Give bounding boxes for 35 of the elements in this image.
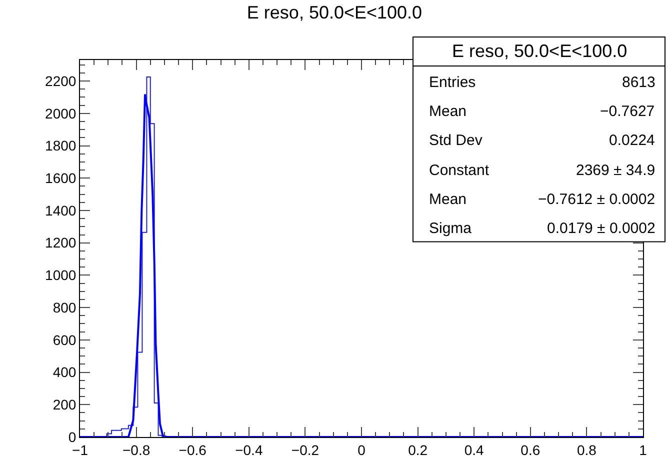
y-tick-label: 1600	[45, 170, 76, 186]
annotation: Entries	[429, 74, 476, 91]
annotation: Mean	[429, 191, 467, 208]
annotation: −0.7612 ± 0.0002	[538, 191, 656, 208]
y-tick-label: 1000	[45, 267, 76, 284]
chart-title: E reso, 50.0<E<100.0	[246, 2, 422, 23]
x-tick-label: −0.4	[235, 442, 263, 458]
x-tick-label: 0.8	[576, 442, 597, 458]
annotation: 0.0224	[609, 132, 655, 149]
y-tick-label: 200	[52, 396, 76, 413]
y-tick-label: 2000	[45, 105, 76, 122]
annotation: 0.0179 ± 0.0002	[547, 220, 656, 237]
y-tick-label: 2200	[45, 72, 76, 89]
x-tick-label: −0.6	[178, 442, 207, 458]
annotation: Mean	[429, 103, 467, 120]
y-tick-label: 1800	[45, 138, 76, 154]
annotation: Std Dev	[429, 132, 483, 149]
annotation: −0.7627	[600, 103, 655, 120]
x-tick-label: 0.6	[520, 442, 540, 458]
annotation: 8613	[622, 74, 656, 91]
x-tick-label: 0.4	[464, 442, 484, 458]
y-tick-label: 600	[52, 332, 76, 348]
x-tick-label: 1	[639, 442, 648, 458]
y-tick-label: 1200	[45, 234, 76, 251]
x-tick-label: 0	[358, 442, 366, 458]
annotation: Sigma	[429, 220, 472, 237]
annotation: 2369 ± 34.9	[576, 162, 656, 179]
y-tick-label: 400	[52, 364, 76, 380]
x-tick-label: 0.2	[408, 442, 428, 458]
annotation: E reso, 50.0<E<100.0	[452, 41, 628, 61]
y-tick-label: 1400	[45, 202, 76, 218]
x-tick-label: −0.8	[122, 442, 150, 458]
annotation: Constant	[429, 162, 490, 179]
x-tick-label: −0.2	[291, 442, 320, 458]
y-tick-label: 800	[52, 299, 76, 316]
